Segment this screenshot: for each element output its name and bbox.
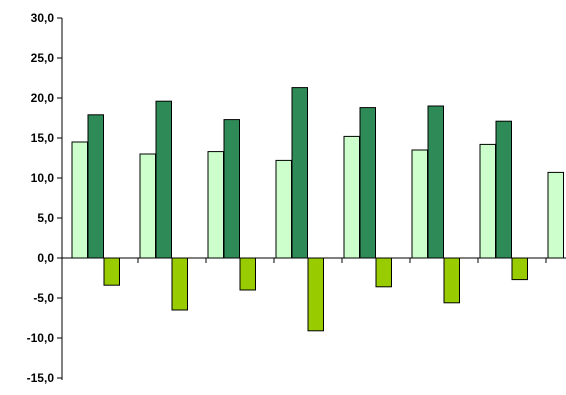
bar	[443, 257, 460, 304]
y-tick-label: 25,0	[31, 51, 55, 65]
bars	[71, 87, 564, 332]
bar	[71, 141, 88, 259]
bar	[495, 120, 512, 259]
bar	[411, 149, 428, 259]
bar	[139, 153, 156, 259]
bar	[87, 114, 104, 259]
y-tick-label: -15,0	[27, 371, 55, 385]
bar	[479, 143, 496, 259]
y-axis: 30,0 25,0 20,0 15,0 10,0 5,0 0,0 -5,0 -10,0 -15,0	[27, 11, 63, 385]
bar	[375, 257, 392, 288]
y-tick-label: 5,0	[37, 211, 54, 225]
bar	[359, 107, 376, 259]
y-tick-label: 10,0	[31, 171, 55, 185]
bar	[511, 257, 528, 281]
y-tick-label: -10,0	[27, 331, 55, 345]
bar	[343, 135, 360, 259]
bar	[155, 100, 172, 259]
bar	[307, 257, 324, 332]
y-tick-label: 0,0	[37, 251, 54, 265]
bar	[427, 105, 444, 259]
y-tick-label: -5,0	[33, 291, 54, 305]
bar	[207, 151, 224, 259]
bar	[547, 171, 564, 259]
bar	[103, 257, 120, 286]
y-tick-label: 15,0	[31, 131, 55, 145]
bar	[291, 87, 308, 259]
bar	[171, 257, 188, 311]
bar	[275, 159, 292, 259]
bar	[239, 257, 256, 291]
bar	[223, 119, 240, 259]
x-axis	[62, 257, 566, 263]
y-tick-label: 30,0	[31, 11, 55, 25]
y-tick-label: 20,0	[31, 91, 55, 105]
